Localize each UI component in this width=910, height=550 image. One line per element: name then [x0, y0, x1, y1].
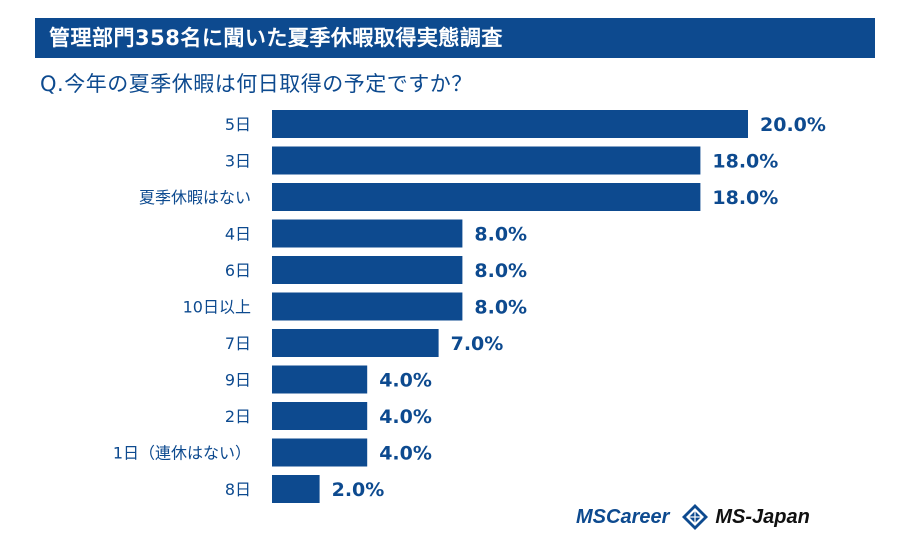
value-label: 4.0%: [379, 443, 432, 465]
category-label: 7日: [225, 334, 251, 353]
ms-japan-logo: MS-Japan: [715, 505, 810, 528]
category-label: 4日: [225, 225, 251, 244]
value-label: 7.0%: [451, 333, 504, 355]
category-label: 2日: [225, 407, 251, 426]
value-label: 8.0%: [474, 260, 527, 282]
value-label: 18.0%: [712, 187, 778, 209]
category-label: 5日: [225, 115, 251, 134]
bar: [272, 146, 701, 175]
value-label: 18.0%: [712, 151, 778, 173]
bar: [272, 402, 368, 430]
bar: [272, 110, 748, 138]
chart-title-bar: 管理部門358名に聞いた夏季休暇取得実態調査: [35, 18, 875, 58]
bar: [272, 292, 463, 321]
value-label: 4.0%: [379, 406, 432, 428]
bar: [272, 329, 439, 357]
value-label: 4.0%: [379, 370, 432, 392]
question-text: Q.今年の夏季休暇は何日取得の予定ですか？: [40, 72, 473, 96]
bar: [272, 256, 463, 284]
bar: [272, 475, 320, 503]
value-label: 8.0%: [474, 297, 527, 319]
footer-logos: MSCareer MS-Japan: [576, 500, 876, 534]
category-label: 6日: [225, 261, 251, 280]
bar: [272, 365, 368, 394]
bar: [272, 219, 463, 248]
category-label: 9日: [225, 371, 251, 390]
value-label: 20.0%: [760, 114, 826, 136]
ms-japan-diamond-icon: [682, 504, 709, 530]
bar: [272, 183, 701, 211]
category-label: 10日以上: [183, 298, 251, 317]
chart-title: 管理部門358名に聞いた夏季休暇取得実態調査: [49, 26, 503, 50]
bar: [272, 438, 368, 467]
category-label: 夏季休暇はない: [139, 188, 251, 207]
category-label: 1日（連休はない）: [113, 444, 251, 463]
mscareer-logo: MSCareer: [576, 505, 670, 528]
value-label: 8.0%: [474, 224, 527, 246]
category-label: 8日: [225, 480, 251, 499]
value-label: 2.0%: [332, 479, 385, 501]
category-label: 3日: [225, 152, 251, 171]
